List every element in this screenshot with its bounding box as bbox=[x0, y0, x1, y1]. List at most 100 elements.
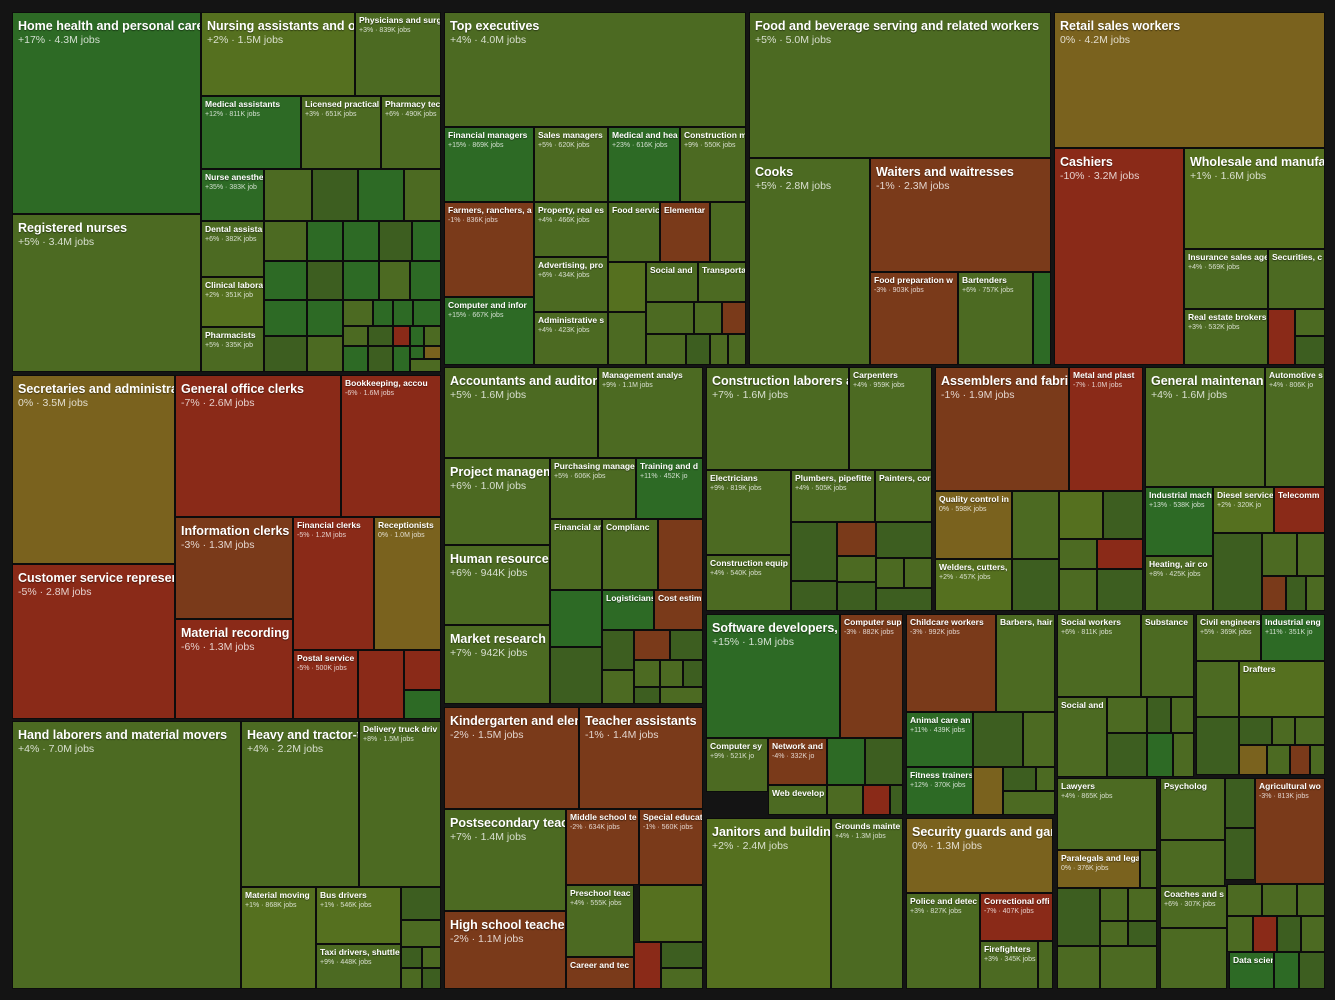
treemap-tile[interactable]: Welders, cutters, +2% · 457K jobs bbox=[935, 559, 1012, 611]
treemap-tile[interactable]: Retail sales workers 0% · 4.2M jobs bbox=[1054, 12, 1325, 148]
treemap-tile[interactable]: Software developers, q +15% · 1.9M jobs bbox=[706, 614, 840, 738]
treemap-tile[interactable]: Delivery truck driv +8% · 1.5M jobs bbox=[359, 721, 441, 887]
treemap-tile[interactable]: Police and detec +3% · 827K jobs bbox=[906, 893, 980, 989]
treemap-tile[interactable]: Dental assista +6% · 382K jobs bbox=[201, 221, 264, 277]
treemap-tile[interactable]: Human resources sp+6% · 944K jobs bbox=[444, 545, 550, 625]
treemap-tile[interactable]: Special educat -1% · 560K jobs bbox=[639, 809, 703, 885]
treemap-tile[interactable]: Securities, c bbox=[1268, 249, 1325, 309]
treemap-tile[interactable]: Top executives +4% · 4.0M jobs bbox=[444, 12, 746, 127]
treemap-tile[interactable]: Diesel service +2% · 320K jo bbox=[1213, 487, 1274, 533]
treemap-tile[interactable]: Kindergarten and elen -2% · 1.5M jobs bbox=[444, 707, 579, 809]
treemap-tile[interactable]: Construction laborers a +7% · 1.6M jobs bbox=[706, 367, 849, 470]
treemap-tile[interactable]: Drafters bbox=[1239, 661, 1325, 717]
treemap-tile[interactable]: Preschool teac +4% · 555K jobs bbox=[566, 885, 634, 957]
treemap-tile[interactable]: Accountants and auditors +5% · 1.6M jobs bbox=[444, 367, 598, 458]
treemap-tile[interactable]: Construction equip +4% · 540K jobs bbox=[706, 555, 791, 611]
treemap-tile[interactable]: Bartenders +6% · 757K jobs bbox=[958, 272, 1033, 365]
treemap-tile[interactable]: Lawyers +4% · 865K jobs bbox=[1057, 778, 1157, 850]
treemap-tile[interactable]: Real estate brokers +3% · 532K jobs bbox=[1184, 309, 1268, 365]
treemap-tile[interactable]: Bookkeeping, accou -6% · 1.6M jobs bbox=[341, 375, 441, 517]
treemap-tile[interactable]: Bus drivers +1% · 546K jobs bbox=[316, 887, 401, 944]
treemap-tile[interactable]: Paralegals and lega 0% · 376K jobs bbox=[1057, 850, 1140, 888]
treemap-tile[interactable]: Social and bbox=[646, 262, 698, 302]
treemap-tile[interactable]: Taxi drivers, shuttle +9% · 448K jobs bbox=[316, 944, 401, 989]
treemap-tile[interactable]: Social workers +6% · 811K jobs bbox=[1057, 614, 1141, 697]
treemap-tile[interactable]: Registered nurses +5% · 3.4M jobs bbox=[12, 214, 201, 372]
treemap-tile[interactable]: Advertising, pro +6% · 434K jobs bbox=[534, 257, 608, 312]
treemap-tile[interactable]: Pharmacy tec +6% · 490K jobs bbox=[381, 96, 441, 169]
treemap-tile[interactable]: Correctional offi -7% · 407K jobs bbox=[980, 893, 1053, 941]
treemap-tile[interactable]: Management analys +9% · 1.1M jobs bbox=[598, 367, 703, 458]
treemap-tile[interactable]: Nursing assistants and or +2% · 1.5M jobs bbox=[201, 12, 355, 96]
treemap-tile[interactable]: Fitness trainers +12% · 370K jobs bbox=[906, 767, 973, 815]
treemap-tile[interactable]: Carpenters +4% · 959K jobs bbox=[849, 367, 932, 470]
treemap-tile[interactable]: Project management+6% · 1.0M jobs bbox=[444, 458, 550, 545]
treemap-tile[interactable]: Financial managers +15% · 869K jobs bbox=[444, 127, 534, 202]
treemap-tile[interactable]: Network and -4% · 332K jo bbox=[768, 738, 827, 785]
treemap-tile[interactable]: Telecomm bbox=[1274, 487, 1325, 533]
treemap-tile[interactable]: Heating, air co +8% · 425K jobs bbox=[1145, 556, 1213, 611]
treemap-tile[interactable]: Security guards and gam 0% · 1.3M jobs bbox=[906, 818, 1053, 893]
treemap-tile[interactable]: Industrial eng +11% · 351K jo bbox=[1261, 614, 1325, 661]
treemap-tile[interactable]: Computer and infor +15% · 667K jobs bbox=[444, 297, 534, 365]
treemap-tile[interactable]: Secretaries and administrat 0% · 3.5M job… bbox=[12, 375, 175, 564]
treemap-tile[interactable]: Material moving +1% · 868K jobs bbox=[241, 887, 316, 989]
treemap-tile[interactable]: Assemblers and fabric -1% · 1.9M jobs bbox=[935, 367, 1069, 491]
treemap-tile[interactable]: Wholesale and manufac +1% · 1.6M jobs bbox=[1184, 148, 1325, 249]
treemap-tile[interactable]: Medical assistants +12% · 811K jobs bbox=[201, 96, 301, 169]
treemap-tile[interactable]: Food and beverage serving and related wo… bbox=[749, 12, 1051, 158]
treemap-tile[interactable]: Insurance sales age +4% · 569K jobs bbox=[1184, 249, 1268, 309]
treemap-tile[interactable]: Quality control in 0% · 598K jobs bbox=[935, 491, 1012, 559]
treemap-tile[interactable]: Cost estim bbox=[654, 590, 703, 630]
treemap-tile[interactable]: Childcare workers -3% · 992K jobs bbox=[906, 614, 996, 712]
treemap-tile[interactable]: Psycholog bbox=[1160, 778, 1225, 840]
treemap-tile[interactable]: Information clerks -3% · 1.3M jobs bbox=[175, 517, 293, 619]
treemap-tile[interactable]: General office clerks -7% · 2.6M jobs bbox=[175, 375, 341, 517]
treemap-tile[interactable]: Administrative s +4% · 423K jobs bbox=[534, 312, 608, 365]
treemap-tile[interactable]: Computer sy +9% · 521K jo bbox=[706, 738, 768, 792]
treemap-tile[interactable]: Barbers, hair bbox=[996, 614, 1055, 712]
treemap-tile[interactable]: Nurse anesthe +35% · 383K job bbox=[201, 169, 264, 221]
treemap-tile[interactable]: Social and bbox=[1057, 697, 1107, 777]
treemap-tile[interactable]: Postsecondary teach +7% · 1.4M jobs bbox=[444, 809, 566, 911]
treemap-tile[interactable]: Coaches and s +6% · 307K jobs bbox=[1160, 886, 1227, 928]
treemap-tile[interactable]: Pharmacists +5% · 335K job bbox=[201, 327, 264, 372]
treemap-tile[interactable]: Career and tec bbox=[566, 957, 634, 989]
treemap-tile[interactable]: Middle school te -2% · 634K jobs bbox=[566, 809, 639, 885]
treemap-tile[interactable]: Civil engineers +5% · 369K jobs bbox=[1196, 614, 1261, 661]
treemap-tile[interactable]: Customer service represent -5% · 2.8M job… bbox=[12, 564, 175, 719]
treemap-tile[interactable]: Transporta bbox=[698, 262, 746, 302]
treemap-tile[interactable]: Construction m +9% · 550K jobs bbox=[680, 127, 746, 202]
treemap-tile[interactable]: Painters, cor bbox=[875, 470, 932, 522]
treemap-tile[interactable]: Teacher assistants -1% · 1.4M jobs bbox=[579, 707, 703, 809]
treemap-tile[interactable]: Material recording cl -6% · 1.3M jobs bbox=[175, 619, 293, 719]
treemap-tile[interactable]: Plumbers, pipefitte +4% · 505K jobs bbox=[791, 470, 875, 522]
treemap-tile[interactable]: Licensed practical +3% · 651K jobs bbox=[301, 96, 381, 169]
treemap-tile[interactable]: Cooks +5% · 2.8M jobs bbox=[749, 158, 870, 365]
treemap-tile[interactable]: Complianc bbox=[602, 519, 658, 590]
treemap-tile[interactable]: Home health and personal care +17% · 4.3M… bbox=[12, 12, 201, 214]
treemap-tile[interactable]: Heavy and tractor-tra+4% · 2.2M jobs bbox=[241, 721, 359, 887]
treemap-tile[interactable]: Farmers, ranchers, a -1% · 836K jobs bbox=[444, 202, 534, 297]
treemap-tile[interactable]: Grounds mainte +4% · 1.3M jobs bbox=[831, 818, 903, 989]
treemap-tile[interactable]: Purchasing manage +5% · 606K jobs bbox=[550, 458, 636, 519]
treemap-tile[interactable]: Logisticians bbox=[602, 590, 654, 630]
treemap-tile[interactable]: Automotive s +4% · 806K jo bbox=[1265, 367, 1325, 487]
treemap-tile[interactable]: General maintenanc +4% · 1.6M jobs bbox=[1145, 367, 1265, 487]
treemap-tile[interactable]: Cashiers -10% · 3.2M jobs bbox=[1054, 148, 1184, 365]
treemap-tile[interactable]: Computer sup -3% · 882K jobs bbox=[840, 614, 903, 738]
treemap-tile[interactable]: Training and d +11% · 452K jo bbox=[636, 458, 703, 519]
treemap-tile[interactable]: Industrial mach +13% · 538K jobs bbox=[1145, 487, 1213, 556]
treemap-tile[interactable]: Janitors and building +2% · 2.4M jobs bbox=[706, 818, 831, 989]
treemap-tile[interactable]: Web develop bbox=[768, 785, 827, 815]
treemap-tile[interactable]: Substance bbox=[1141, 614, 1194, 697]
treemap-tile[interactable]: High school teachers -2% · 1.1M jobs bbox=[444, 911, 566, 989]
treemap-tile[interactable]: Metal and plast -7% · 1.0M jobs bbox=[1069, 367, 1143, 491]
treemap-tile[interactable]: Postal service -5% · 500K jobs bbox=[293, 650, 358, 719]
treemap-tile[interactable]: Sales managers +5% · 620K jobs bbox=[534, 127, 608, 202]
treemap-tile[interactable]: Property, real es +4% · 466K jobs bbox=[534, 202, 608, 257]
treemap-tile[interactable]: Financial ar bbox=[550, 519, 602, 590]
treemap-tile[interactable]: Receptionists 0% · 1.0M jobs bbox=[374, 517, 441, 650]
treemap-tile[interactable]: Agricultural wo -3% · 813K jobs bbox=[1255, 778, 1325, 884]
treemap-tile[interactable]: Food preparation w -3% · 903K jobs bbox=[870, 272, 958, 365]
